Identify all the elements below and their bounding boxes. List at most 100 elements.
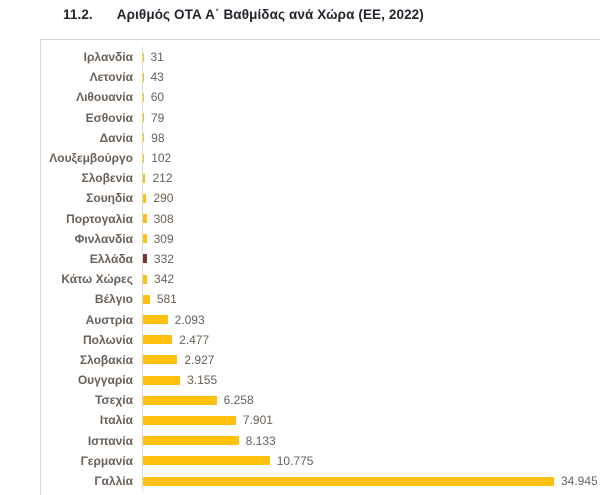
data-bar	[143, 395, 217, 405]
data-bar	[143, 335, 173, 345]
value-label: 309	[153, 231, 174, 246]
chart-area: Ιρλανδία 31 Λετονία 43 Λιθουανία 60 Εσθονία 79 Δ…	[40, 39, 600, 495]
value-label: 290	[153, 191, 174, 206]
category-label: Εσθονία	[85, 110, 133, 125]
category-axis-cell: 308	[142, 208, 600, 229]
category-label: Ιταλία	[99, 413, 133, 428]
data-bar	[143, 355, 178, 365]
bar-row: Ουγγαρία 3.155	[41, 370, 600, 391]
value-label: 79	[150, 110, 165, 125]
bar-row: Πολωνία 2.477	[41, 329, 600, 350]
category-label: Λιθουανία	[76, 90, 133, 105]
category-label: Ελλάδα	[89, 251, 133, 266]
category-label: Ιρλανδία	[83, 50, 133, 65]
data-bar	[143, 254, 147, 264]
category-axis-cell: 102	[142, 147, 600, 169]
bar-row: Τσεχία 6.258	[41, 390, 600, 411]
category-axis-cell: 98	[142, 127, 600, 148]
value-label: 8.133	[245, 433, 276, 448]
value-label: 6.258	[223, 393, 254, 408]
data-bar	[143, 72, 144, 82]
bar-row: Ισπανία 8.133	[41, 430, 600, 451]
category-label: Ουγγαρία	[77, 373, 133, 388]
category-axis-cell: 10.775	[142, 450, 600, 471]
bar-row: Εσθονία 79	[41, 107, 600, 128]
category-label: Λουξεμβούργο	[49, 151, 133, 166]
value-label: 3.155	[187, 373, 218, 388]
value-label: 102	[151, 151, 172, 166]
data-bar	[143, 294, 150, 304]
category-axis-cell: 332	[142, 248, 600, 270]
category-label: Σουηδία	[86, 191, 133, 206]
category-axis-cell: 2.927	[142, 349, 600, 370]
category-axis-cell: 2.093	[142, 309, 600, 330]
value-label: 2.477	[179, 332, 210, 347]
category-label: Δανία	[99, 130, 133, 145]
data-bar	[143, 415, 236, 425]
page-title: Αριθμός ΟΤΑ Α΄ Βαθμίδας ανά Χώρα (ΕΕ, 20…	[116, 7, 424, 22]
category-label: Γερμανία	[80, 453, 133, 468]
bar-row: Λουξεμβούργο 102	[41, 147, 600, 169]
value-label: 308	[153, 211, 174, 226]
category-label: Λετονία	[89, 70, 133, 85]
category-axis-cell: 290	[142, 188, 600, 209]
category-label: Σλοβενία	[81, 171, 133, 186]
data-bar	[143, 315, 168, 325]
bar-row: Γερμανία 10.775	[41, 450, 600, 471]
value-label: 581	[156, 292, 177, 307]
value-label: 43	[150, 70, 164, 85]
value-label: 2.093	[174, 312, 205, 327]
category-label: Φινλανδία	[74, 231, 133, 246]
data-bar	[143, 92, 144, 102]
category-axis-cell: 212	[142, 168, 600, 189]
category-axis-cell: 309	[142, 228, 600, 249]
value-label: 212	[152, 171, 173, 186]
bar-row: Ιρλανδία 31	[41, 47, 600, 68]
category-label: Πολωνία	[82, 332, 133, 347]
bar-row: Κάτω Χώρες 342	[41, 269, 600, 290]
category-label: Πορτογαλία	[66, 211, 133, 226]
bar-row: Πορτογαλία 308	[41, 208, 600, 229]
category-label: Τσεχία	[95, 393, 133, 408]
data-bar	[143, 274, 148, 284]
section-number: 11.2.	[63, 7, 93, 22]
category-axis-cell: 34.945	[142, 470, 600, 492]
value-label: 31	[150, 50, 164, 65]
data-bar	[143, 476, 554, 486]
category-label: Αυστρία	[85, 312, 133, 327]
data-bar	[143, 153, 145, 163]
data-bar	[143, 375, 181, 385]
bar-row: Αυστρία 2.093	[41, 309, 600, 330]
data-bar	[143, 214, 147, 224]
data-bar	[143, 456, 270, 466]
category-axis-cell: 43	[142, 67, 600, 88]
bar-chart: Ιρλανδία 31 Λετονία 43 Λιθουανία 60 Εσθονία 79 Δ…	[41, 47, 600, 492]
category-label: Ισπανία	[87, 433, 133, 448]
category-axis-cell: 31	[142, 47, 600, 68]
value-label: 60	[150, 90, 165, 105]
bar-row: Λιθουανία 60	[41, 87, 600, 108]
bar-row: Ελλάδα 332	[41, 248, 600, 270]
bar-row: Λετονία 43	[41, 67, 600, 88]
category-axis-cell: 581	[142, 289, 600, 310]
category-label: Κάτω Χώρες	[61, 272, 133, 287]
value-label: 332	[153, 251, 174, 266]
data-bar	[143, 113, 144, 123]
value-label: 34.945	[561, 474, 598, 489]
value-label: 98	[151, 130, 165, 145]
section-heading: 11.2. Αριθμός ΟΤΑ Α΄ Βαθμίδας ανά Χώρα (…	[63, 7, 424, 22]
data-bar	[143, 173, 146, 183]
data-bar	[143, 234, 147, 244]
value-label: 2.927	[184, 352, 215, 367]
bar-row: Βέλγιο 581	[41, 289, 600, 310]
category-axis-cell: 2.477	[142, 329, 600, 350]
category-label: Βέλγιο	[94, 292, 133, 307]
value-label: 10.775	[276, 453, 314, 468]
category-axis-cell: 7.901	[142, 410, 600, 431]
data-bar	[143, 436, 239, 446]
value-label: 342	[154, 272, 175, 287]
category-label: Γαλλία	[94, 474, 133, 489]
bar-row: Σλοβακία 2.927	[41, 349, 600, 370]
data-bar	[143, 133, 145, 143]
